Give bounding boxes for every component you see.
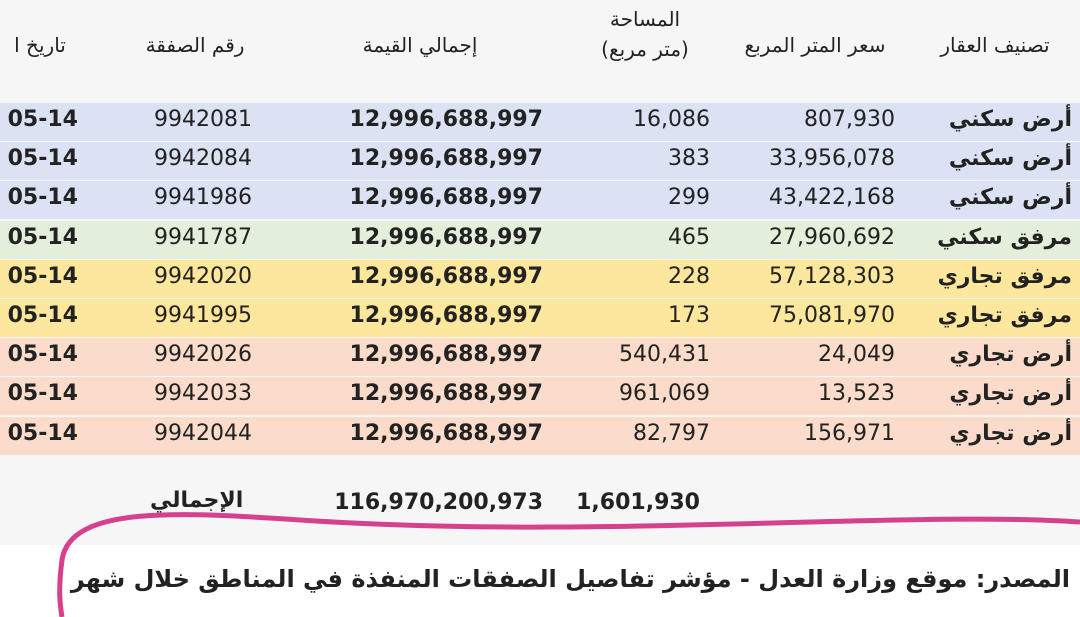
category: مرفق سكني (937, 224, 1072, 250)
cell: 12,996,688,997 (349, 420, 543, 446)
column-header: إجمالي القيمة (362, 33, 478, 57)
cell: 9942026 (154, 342, 252, 368)
cell: 05-14 (7, 303, 78, 328)
cell: 12,996,688,997 (349, 303, 543, 328)
cell: 12,996,688,997 (349, 263, 543, 289)
row-background (0, 259, 1080, 298)
row-background (0, 377, 1080, 416)
cell: 05-14 (7, 263, 78, 289)
row-background (0, 220, 1080, 259)
cell: 05-14 (7, 224, 78, 250)
cell: 05-14 (7, 342, 78, 368)
column-header: سعر المتر المربع (744, 33, 886, 57)
row-background (0, 103, 1080, 141)
column-header: تاريخ ا (14, 33, 66, 57)
column-header: رقم الصفقة (145, 33, 245, 57)
cell: 13,523 (818, 381, 895, 407)
category: أرض تجاري (949, 381, 1072, 407)
cell: 540,431 (619, 342, 710, 368)
category: مرفق تجاري (937, 303, 1072, 328)
category: أرض تجاري (949, 420, 1072, 446)
row-background (0, 181, 1080, 220)
cell: 383 (668, 146, 710, 172)
row-background (0, 338, 1080, 377)
cell: 05-14 (7, 107, 78, 132)
cell: 12,996,688,997 (349, 146, 543, 172)
cell: 9942033 (154, 381, 252, 407)
cell: 299 (668, 185, 710, 211)
category: أرض سكني (948, 146, 1072, 172)
cell: 24,049 (818, 342, 895, 368)
cell: 9941787 (154, 224, 252, 250)
cell: 961,069 (619, 381, 710, 407)
cell: 05-14 (7, 420, 78, 446)
category: أرض تجاري (949, 342, 1072, 368)
cell: 12,996,688,997 (349, 224, 543, 250)
cell: 9941995 (154, 303, 252, 328)
total-label: الإجمالي (150, 488, 244, 513)
cell: 9942044 (154, 420, 252, 446)
category: أرض سكني (948, 107, 1072, 132)
row-background (0, 142, 1080, 181)
cell: 9941986 (154, 185, 252, 211)
cell: 9942081 (154, 107, 252, 132)
cell: 12,996,688,997 (349, 342, 543, 368)
column-header: تصنيف العقار (940, 33, 1050, 57)
cell: 228 (668, 263, 710, 289)
source: المصدر: موقع وزارة العدل - مؤشر تفاصيل ا… (70, 565, 1070, 593)
cell: 12,996,688,997 (349, 381, 543, 407)
cell: 75,081,970 (769, 303, 895, 328)
cell: 43,422,168 (769, 185, 895, 211)
cell: 05-14 (7, 381, 78, 407)
cell: 33,956,078 (769, 146, 895, 172)
column-header: المساحة (متر مربع) (601, 7, 689, 61)
cell: 05-14 (7, 185, 78, 211)
row-background (0, 299, 1080, 337)
cell: 05-14 (7, 146, 78, 172)
cell: 173 (668, 303, 710, 328)
cell: 9942084 (154, 146, 252, 172)
row-background (0, 416, 1080, 455)
cell: 27,960,692 (769, 224, 895, 250)
cell: 156,971 (804, 420, 895, 446)
total-value: 116,970,200,973 (334, 490, 543, 515)
cell: 807,930 (804, 107, 895, 132)
category: مرفق تجاري (937, 263, 1072, 289)
category: أرض سكني (948, 185, 1072, 211)
cell: 9942020 (154, 263, 252, 289)
cell: 57,128,303 (769, 263, 895, 289)
cell: 16,086 (633, 107, 710, 132)
cell: 12,996,688,997 (349, 107, 543, 132)
cell: 82,797 (633, 420, 710, 446)
cell: 12,996,688,997 (349, 185, 543, 211)
total-area: 1,601,930 (576, 490, 700, 515)
cell: 465 (668, 224, 710, 250)
